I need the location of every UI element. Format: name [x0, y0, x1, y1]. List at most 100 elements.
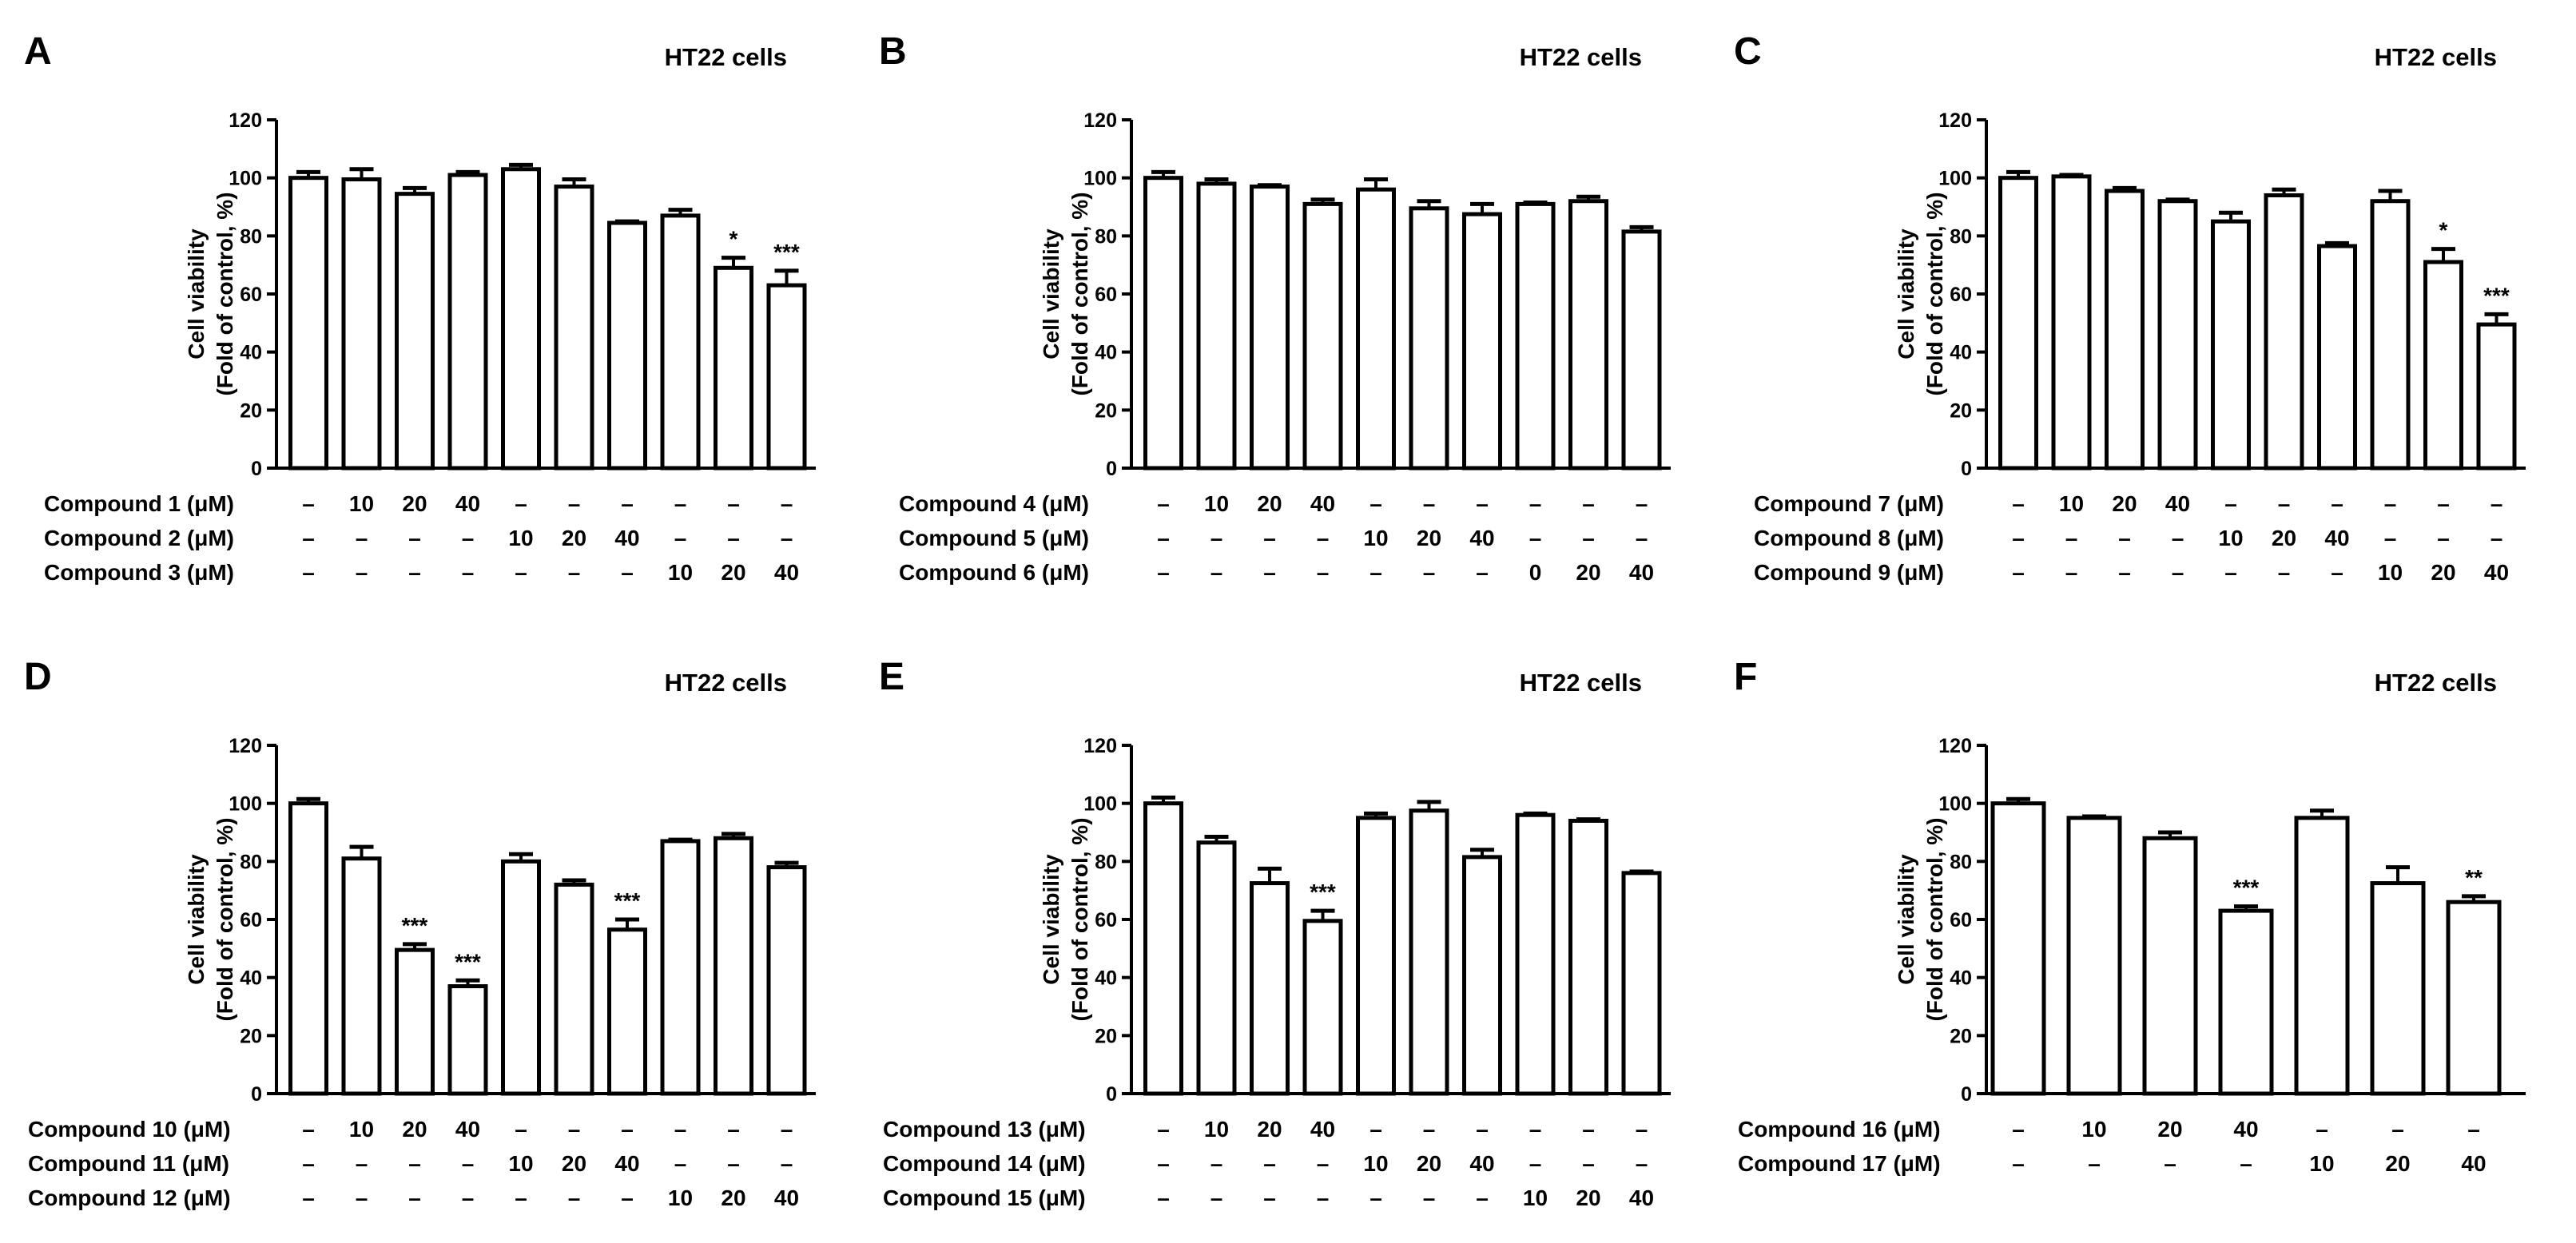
treatment-value: – [515, 1185, 527, 1210]
treatment-value: – [2012, 1117, 2025, 1142]
treatment-value: – [2118, 526, 2131, 550]
treatment-value: – [1582, 1117, 1595, 1142]
treatment-value: – [1529, 1151, 1542, 1176]
treatment-value: – [2384, 526, 2397, 550]
treatment-value: 40 [1310, 491, 1335, 516]
panel-letter: E [879, 656, 904, 698]
y-tick-label: 20 [1095, 1025, 1117, 1047]
treatment-value: 10 [508, 526, 533, 550]
treatment-value: 20 [2272, 526, 2296, 550]
treatment-value: – [1317, 526, 1330, 550]
y-axis-label-line: (Fold of control, %) [1067, 192, 1092, 395]
chart-title: HT22 cells [1520, 669, 1642, 697]
treatment-value: 20 [2385, 1151, 2410, 1176]
significance-marker: *** [2233, 876, 2260, 900]
treatment-value: – [2331, 560, 2343, 585]
y-axis-label: Cell viability (Fold of control, %) [1894, 817, 1947, 1021]
chart-title: HT22 cells [2375, 669, 2497, 697]
treatment-row-label: Compound 11 (μM) [28, 1151, 229, 1176]
bar [607, 927, 647, 1096]
y-axis-label-line: Cell viability [1894, 228, 1918, 359]
y-tick-label: 60 [240, 284, 262, 306]
treatment-value: 40 [1310, 1117, 1335, 1142]
bar [714, 836, 753, 1096]
bar [341, 177, 382, 471]
treatment-row-label: Compound 12 (μM) [28, 1185, 231, 1210]
treatment-value: 10 [1523, 1185, 1548, 1210]
treatment-value: – [1636, 1117, 1648, 1142]
treatment-value: – [302, 560, 315, 585]
treatment-row-label: Compound 4 (μM) [899, 491, 1089, 516]
treatment-row-label: Compound 7 (μM) [1754, 491, 1944, 516]
treatment-row-label: Compound 3 (μM) [44, 560, 234, 585]
treatment-value: – [515, 491, 527, 516]
treatment-value: 40 [2484, 560, 2509, 585]
treatment-value: 0 [1529, 560, 1542, 585]
y-tick-label: 100 [1083, 168, 1117, 190]
y-axis-label: Cell viability (Fold of control, %) [1039, 817, 1092, 1021]
y-axis-label: Cell viability (Fold of control, %) [1894, 192, 1947, 395]
treatment-value: – [2172, 560, 2184, 585]
treatment-value: – [302, 1185, 315, 1210]
treatment-value: – [515, 1117, 527, 1142]
bar [1302, 919, 1343, 1096]
treatment-value: 40 [1469, 1151, 1494, 1176]
treatment-value: – [462, 1185, 475, 1210]
treatment-value: 10 [668, 560, 693, 585]
treatment-value: – [302, 1151, 315, 1176]
y-tick-label: 0 [251, 458, 262, 480]
treatment-value: – [674, 1151, 687, 1176]
bar [1621, 871, 1662, 1096]
bar [2211, 219, 2251, 471]
treatment-value: – [2331, 491, 2343, 516]
treatment-value: – [781, 526, 793, 550]
treatment-value: – [1210, 1185, 1223, 1210]
treatment-value: 10 [508, 1151, 533, 1176]
treatment-row-label: Compound 10 (μM) [28, 1117, 231, 1142]
treatment-value: – [462, 526, 475, 550]
bar [1515, 812, 1556, 1096]
significance-marker: ** [2465, 865, 2483, 890]
treatment-value: – [462, 560, 475, 585]
treatment-value: – [408, 526, 421, 550]
treatment-value: – [1263, 1151, 1276, 1176]
bar [766, 283, 807, 471]
y-tick-label: 120 [1938, 735, 1972, 757]
treatment-value: – [781, 1117, 793, 1142]
treatment-value: 40 [614, 526, 639, 550]
bar [2476, 322, 2517, 471]
treatment-value: 10 [349, 1117, 374, 1142]
treatment-value: – [568, 1185, 581, 1210]
treatment-value: – [621, 560, 634, 585]
treatment-value: – [302, 526, 315, 550]
treatment-value: – [2224, 491, 2237, 516]
treatment-value: 20 [402, 1117, 427, 1142]
y-axis-label: Cell viability (Fold of control, %) [184, 817, 237, 1021]
treatment-value: – [2384, 491, 2397, 516]
bar [1143, 176, 1183, 471]
treatment-row-label: Compound 16 (μM) [1738, 1117, 1941, 1142]
treatment-value: 40 [1469, 526, 1494, 550]
treatment-value: – [302, 1117, 315, 1142]
treatment-value: 10 [1204, 491, 1229, 516]
y-tick-label: 120 [1083, 735, 1117, 757]
treatment-value: 10 [2081, 1117, 2106, 1142]
panel-d: D HT22 cells Cell viability (Fold of contro… [24, 656, 816, 1210]
significance-marker: *** [2483, 283, 2510, 308]
treatment-value: – [1263, 560, 1276, 585]
treatment-value: – [1157, 1151, 1170, 1176]
treatment-value: – [1157, 491, 1170, 516]
panel-letter: F [1734, 656, 1757, 698]
treatment-value: – [1582, 1151, 1595, 1176]
treatment-value: 20 [1417, 526, 1441, 550]
treatment-value: – [2240, 1151, 2252, 1176]
bar [554, 185, 594, 471]
bar [2157, 199, 2198, 471]
treatment-value: 40 [2165, 491, 2190, 516]
treatment-value: – [674, 491, 687, 516]
treatment-value: – [2118, 560, 2131, 585]
treatment-value: 10 [2059, 491, 2084, 516]
y-tick-label: 20 [240, 1025, 262, 1047]
bar [1568, 818, 1608, 1096]
